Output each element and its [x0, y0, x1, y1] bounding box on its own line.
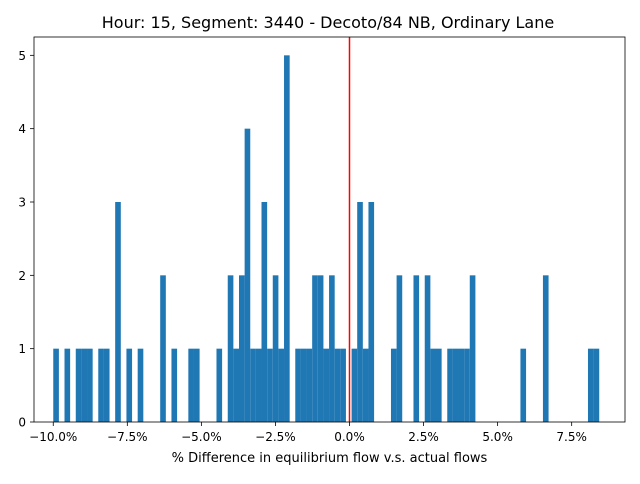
histogram-bar [329, 275, 335, 422]
histogram-bar [430, 348, 436, 422]
histogram-bar [587, 348, 594, 422]
histogram-bar [334, 348, 341, 422]
y-tick-label: 5 [18, 49, 26, 63]
histogram-bar [115, 202, 121, 422]
histogram-bar [306, 348, 313, 422]
histogram-bar [81, 348, 88, 422]
histogram-bar [520, 348, 527, 422]
x-tick-label: 0.0% [334, 430, 365, 444]
histogram-bar [227, 275, 234, 422]
x-tick-label: −5.0% [181, 430, 222, 444]
histogram-bar [436, 348, 442, 422]
histogram-bar [542, 275, 549, 422]
histogram-bar [413, 275, 420, 422]
histogram-bar [278, 348, 285, 422]
x-tick-label: −10.0% [29, 430, 77, 444]
x-tick-label: 5.0% [482, 430, 513, 444]
histogram-bar [233, 348, 239, 422]
histogram-bar [312, 275, 318, 422]
histogram-bar [75, 348, 82, 422]
histogram-bar [424, 275, 431, 422]
chart-title: Hour: 15, Segment: 3440 - Decoto/84 NB, … [102, 13, 554, 32]
y-tick-label: 1 [18, 342, 26, 356]
y-tick-label: 0 [18, 416, 26, 430]
histogram-bar [137, 348, 144, 422]
histogram-bar [300, 348, 307, 422]
histogram-bar [250, 348, 256, 422]
histogram-bar [188, 348, 194, 422]
histogram-bar [295, 348, 301, 422]
x-tick-label: −7.5% [107, 430, 148, 444]
histogram-bar [193, 348, 200, 422]
y-tick-label: 4 [18, 122, 26, 136]
histogram-bar [87, 348, 93, 422]
histogram-bar [357, 202, 363, 422]
histogram-bar [593, 348, 600, 422]
histogram-bar [261, 202, 268, 422]
histogram-bar [340, 348, 346, 422]
histogram-bar [362, 348, 369, 422]
histogram-bar [103, 348, 110, 422]
y-tick-label: 3 [18, 196, 26, 210]
x-tick-label: 2.5% [408, 430, 439, 444]
histogram-bar [98, 348, 104, 422]
histogram-bar [317, 275, 324, 422]
x-tick-label: 7.5% [556, 430, 587, 444]
histogram-bar [452, 348, 459, 422]
plot-frame [33, 36, 626, 423]
histogram-bar [351, 348, 358, 422]
y-axis-ticks: 0 1 2 3 4 5 [18, 49, 34, 430]
histogram-bar [464, 348, 470, 422]
histogram-bar [160, 275, 166, 422]
histogram-bar [126, 348, 133, 422]
x-axis-label: % Difference in equilibrium flow v.s. ac… [172, 451, 488, 466]
histogram-bar [53, 348, 59, 422]
y-tick-label: 2 [18, 269, 26, 283]
histogram-bar [171, 348, 178, 422]
histogram-bar [390, 348, 397, 422]
x-axis-ticks: −10.0% −7.5% −5.0% −2.5% 0.0% 2.5% 5.0% 7.5% [29, 422, 587, 444]
histogram-bar [244, 128, 251, 423]
histogram-bar [447, 348, 453, 422]
histogram-bar [267, 348, 273, 422]
histogram-bar [284, 55, 290, 422]
histogram-bar [216, 348, 223, 422]
histogram-bar [396, 275, 403, 422]
histogram-bar [469, 275, 476, 422]
histogram-bar [458, 348, 465, 422]
histogram-bar [64, 348, 71, 422]
histogram-bar [239, 275, 245, 422]
histogram-bar [272, 275, 279, 422]
histogram-bar [368, 202, 375, 422]
x-tick-label: −2.5% [255, 430, 296, 444]
bars-group [53, 55, 600, 423]
histogram-bar [323, 348, 330, 422]
histogram-bar [255, 348, 262, 422]
